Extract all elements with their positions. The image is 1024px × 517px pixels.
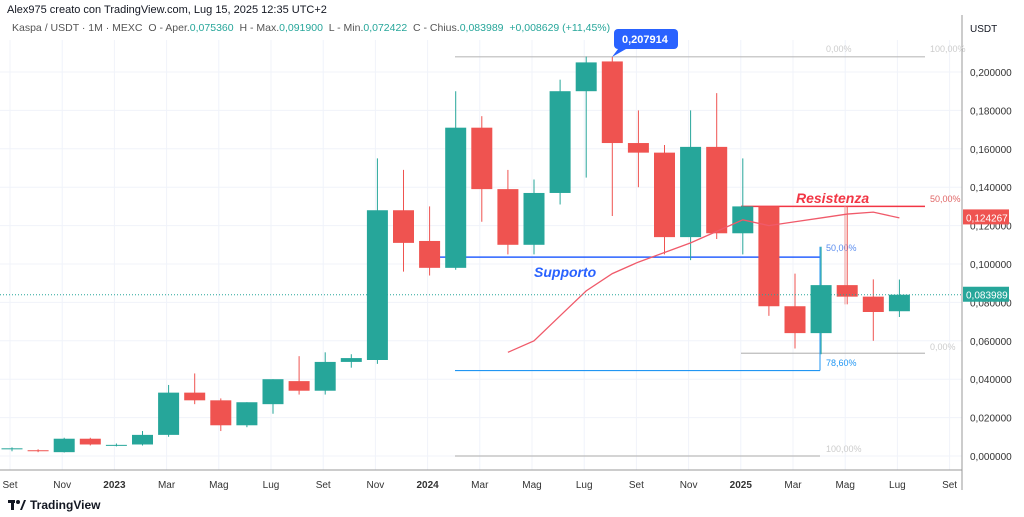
candle-body	[627, 143, 649, 153]
x-tick-label: Lug	[263, 480, 280, 491]
symbol[interactable]: Kaspa / USDT · 1M · MEXC	[12, 22, 143, 34]
x-tick-label: Mar	[158, 480, 176, 491]
open-value: 0,075360	[189, 22, 234, 34]
y-tick-label: 0,060000	[970, 337, 1012, 348]
y-tick-label: 0,000000	[970, 452, 1012, 463]
y-tick-label: 0,100000	[970, 260, 1012, 271]
tv-logo-icon	[8, 500, 26, 510]
candle-body	[784, 306, 806, 334]
last-price-text: 0,083989	[966, 291, 1008, 302]
candle-body	[758, 206, 780, 307]
support-label: Supporto	[534, 264, 597, 280]
x-tick-label: Nov	[53, 480, 71, 491]
x-tick-label: Set	[629, 480, 644, 491]
fib-50-red-label: 50,00%	[930, 194, 961, 204]
candle-body	[314, 361, 336, 391]
brand-name: TradingView	[30, 498, 101, 512]
candle-body	[184, 392, 206, 401]
candle-body	[549, 91, 571, 193]
candle-body	[158, 392, 180, 435]
fib-50-blue-label: 50,00%	[826, 243, 857, 253]
moving-average-line	[507, 211, 900, 353]
fib-786-label: 78,60%	[826, 358, 857, 368]
candle-body	[105, 444, 127, 446]
y-tick-label: 0,120000	[970, 222, 1012, 233]
candle-body	[445, 127, 467, 268]
x-tick-label: Lug	[576, 480, 593, 491]
symbol-legend: Kaspa / USDT · 1M · MEXC O - Aper.0,0753…	[12, 22, 610, 34]
o-label: O - Aper.	[148, 22, 190, 34]
y-tick-label: 0,200000	[970, 68, 1012, 79]
candle-body	[132, 434, 153, 445]
candle-body	[288, 381, 310, 391]
candle-body	[366, 210, 388, 360]
fib-top-100-label: 100,00%	[930, 44, 966, 54]
x-tick-label: Mag	[835, 480, 854, 491]
attribution: Alex975 creato con TradingView.com, Lug …	[7, 4, 327, 16]
fib-low-0-label: 0,00%	[930, 342, 956, 352]
candle-body	[27, 450, 49, 452]
high-callout	[614, 29, 678, 49]
candle-body	[523, 192, 545, 245]
close-value: 0,083989	[459, 22, 504, 34]
x-tick-label: Nov	[367, 480, 385, 491]
high-callout-text: 0,207914	[622, 34, 669, 46]
candle-body	[471, 127, 493, 190]
candle-body	[654, 152, 675, 238]
candle-body	[419, 240, 441, 268]
y-tick-label: 0,180000	[970, 106, 1012, 117]
y-tick-label: 0,160000	[970, 145, 1012, 156]
candle-body	[53, 438, 75, 453]
low-value: 0,072422	[363, 22, 408, 34]
candle-body	[79, 438, 101, 445]
candle-body	[601, 61, 623, 144]
candle-body	[340, 358, 362, 362]
candle-body	[862, 296, 884, 312]
h-label: H - Max.	[239, 22, 280, 34]
c-label: C - Chius.	[413, 22, 460, 34]
x-tick-label: Mar	[471, 480, 489, 491]
x-tick-label: 2024	[416, 480, 439, 491]
candle-body	[680, 146, 702, 238]
candle-body	[706, 146, 728, 234]
x-tick-label: Lug	[889, 480, 906, 491]
ma-price-text: 0,124267	[966, 213, 1008, 224]
x-tick-label: Mag	[522, 480, 541, 491]
x-tick-label: Set	[2, 480, 17, 491]
candle-body	[497, 189, 519, 245]
fib-top-0-label: 0,00%	[826, 44, 852, 54]
x-tick-label: 2025	[730, 480, 753, 491]
candle-body	[575, 62, 597, 92]
candle-body	[393, 210, 414, 243]
candle-body	[810, 285, 832, 334]
candle-body	[836, 285, 858, 297]
resistance-label: Resistenza	[796, 190, 869, 206]
fib-100-label: 100,00%	[826, 444, 862, 454]
candle-body	[888, 294, 910, 312]
x-tick-label: Nov	[680, 480, 698, 491]
high-value: 0,091900	[279, 22, 323, 34]
candle-body	[262, 379, 284, 405]
ma-price-badge	[963, 209, 1009, 225]
x-tick-label: Set	[942, 480, 957, 491]
callout-pointer	[612, 49, 626, 57]
candle-body	[1, 448, 23, 450]
y-tick-label: 0,140000	[970, 183, 1012, 194]
last-price-badge	[963, 286, 1009, 302]
y-tick-label: 0,040000	[970, 375, 1012, 386]
x-tick-label: Mag	[209, 480, 228, 491]
candle-body	[210, 400, 232, 426]
y-tick-label: 0,020000	[970, 414, 1012, 425]
change-value: +0,008629 (+11,45%)	[509, 22, 611, 34]
y-tick-label: 0,080000	[970, 298, 1012, 309]
tradingview-logo: TradingView	[8, 498, 100, 512]
x-tick-label: Set	[316, 480, 331, 491]
candle-body	[236, 402, 258, 426]
l-label: L - Min.	[328, 22, 364, 34]
x-tick-label: Mar	[784, 480, 802, 491]
currency-label: USDT	[970, 24, 997, 35]
x-tick-label: 2023	[103, 480, 126, 491]
